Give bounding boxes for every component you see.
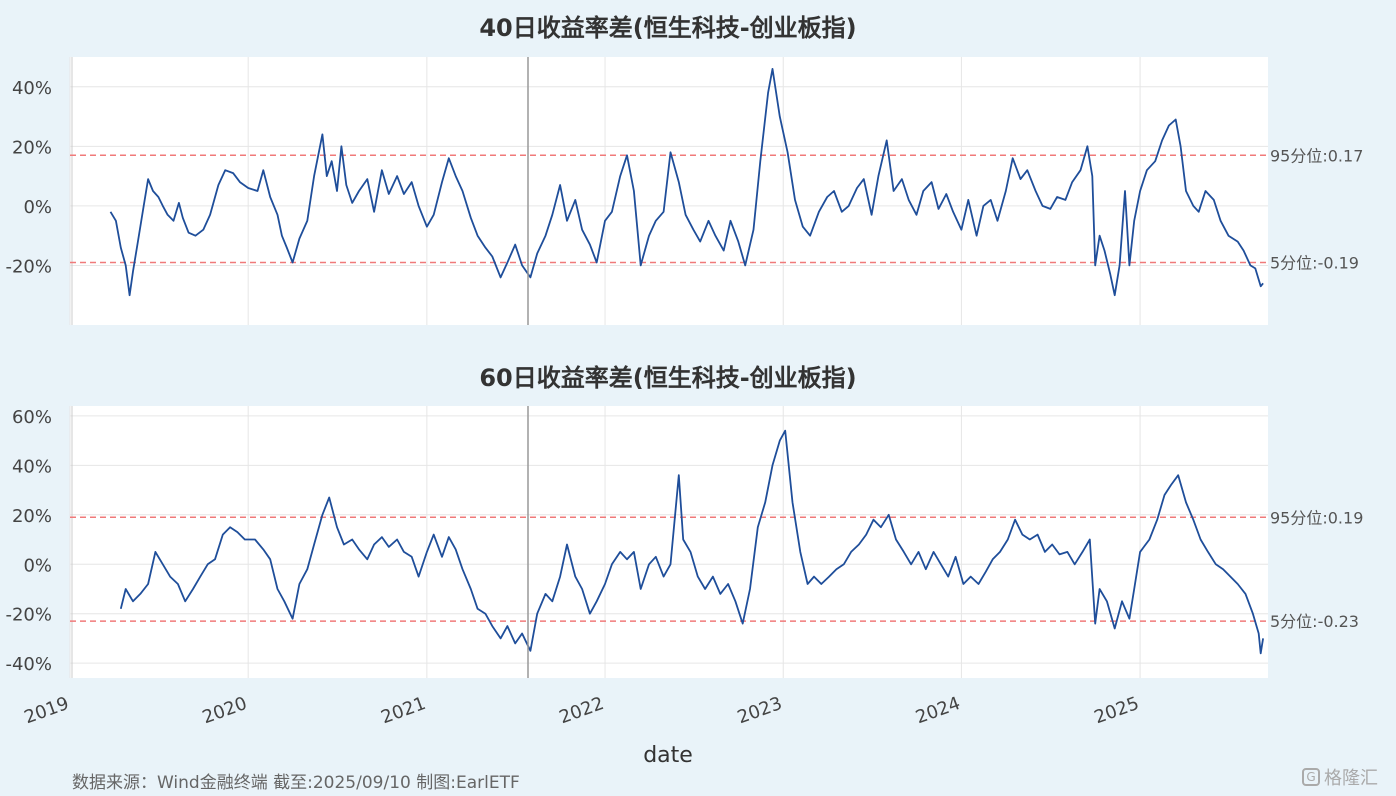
series-line — [109, 68, 1264, 297]
y-tick-labels: 60% 40% 20% 0% -20% -40% — [5, 407, 52, 675]
reference-label: 95分位:0.19 — [1270, 508, 1363, 527]
source-note: 数据来源：Wind金融终端 截至:2025/09/10 制图:EarlETF — [72, 773, 520, 793]
x-tick-label: 2023 — [735, 693, 785, 728]
series-path — [109, 68, 1264, 297]
x-tick-label: 2025 — [1092, 693, 1142, 728]
chart-panel-60d: 60日收益率差(恒生科技-创业板指) 95分位:0.19 5分位:-0.23 60… — [5, 364, 1363, 678]
chart-panel-40d: 40日收益率差(恒生科技-创业板指) 95分位:0.17 5分位:-0.19 40… — [5, 14, 1363, 325]
plot-area — [70, 57, 1268, 325]
grid — [69, 406, 1268, 678]
y-tick-label: 0% — [23, 555, 52, 576]
series-path — [119, 429, 1264, 655]
y-tick-label: -20% — [5, 256, 52, 277]
y-tick-labels: 40% 20% 0% -20% — [5, 78, 52, 278]
x-axis-label: date — [643, 743, 693, 768]
reference-label: 95分位:0.17 — [1270, 146, 1363, 165]
y-tick-label: -40% — [5, 654, 52, 675]
y-tick-label: 0% — [23, 197, 52, 218]
y-tick-label: 40% — [12, 456, 52, 477]
grid — [69, 57, 1268, 325]
series-line — [119, 429, 1264, 655]
y-tick-label: 20% — [12, 506, 52, 527]
reference-lines: 95分位:0.17 5分位:-0.19 — [70, 146, 1363, 272]
chart-title: 40日收益率差(恒生科技-创业板指) — [479, 14, 856, 42]
y-tick-label: 60% — [12, 407, 52, 428]
x-tick-label: 2024 — [913, 693, 963, 728]
x-tick-label: 2021 — [378, 693, 428, 728]
x-tick-label: 2020 — [200, 693, 250, 728]
y-tick-label: 20% — [12, 137, 52, 158]
x-tick-label: 2019 — [21, 693, 71, 728]
x-tick-label: 2022 — [557, 693, 607, 728]
plot-area — [70, 406, 1268, 678]
y-tick-label: -20% — [5, 605, 52, 626]
watermark-text: 格隆汇 — [1324, 768, 1378, 789]
watermark-logo-icon: G — [1302, 768, 1320, 786]
reference-lines: 95分位:0.19 5分位:-0.23 — [70, 508, 1363, 631]
y-tick-label: 40% — [12, 78, 52, 99]
reference-label: 5分位:-0.23 — [1270, 612, 1359, 631]
x-tick-labels: 2019 2020 2021 2022 2023 2024 2025 — [21, 693, 1141, 728]
watermark: G 格隆汇 — [1302, 764, 1378, 790]
chart-title: 60日收益率差(恒生科技-创业板指) — [479, 364, 856, 392]
reference-label: 5分位:-0.19 — [1270, 253, 1359, 272]
